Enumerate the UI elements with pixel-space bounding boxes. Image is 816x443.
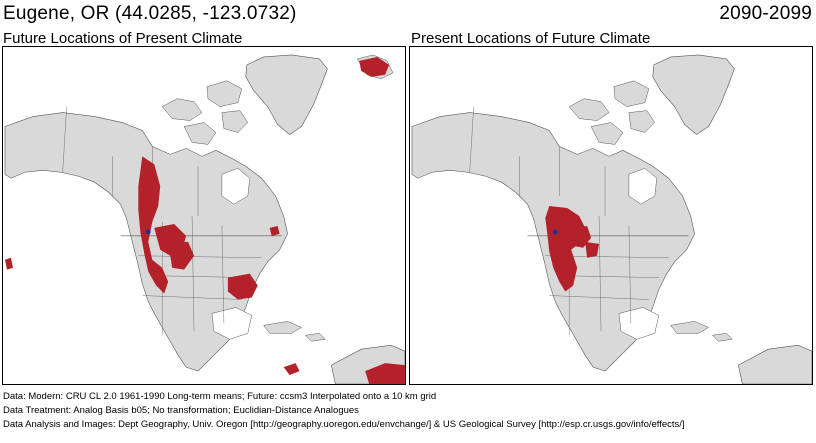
- site-marker: [552, 229, 558, 235]
- footer-data-treatment: Data Treatment: Analog Basis b05; No tra…: [3, 405, 359, 416]
- future-locations-map: [2, 46, 406, 385]
- north-america-map: [411, 54, 812, 384]
- present-locations-map: [409, 46, 813, 385]
- site-marker: [145, 229, 151, 235]
- footer-data-source: Data: Modern: CRU CL 2.0 1961-1990 Long-…: [3, 391, 437, 402]
- footer-credits: Data Analysis and Images: Dept Geography…: [3, 419, 685, 430]
- location-title: Eugene, OR (44.0285, -123.0732): [3, 3, 297, 24]
- right-panel-title: Present Locations of Future Climate: [411, 30, 651, 47]
- period-label: 2090-2099: [719, 3, 812, 24]
- left-panel-title: Future Locations of Present Climate: [3, 30, 243, 47]
- north-america-map: [4, 54, 405, 384]
